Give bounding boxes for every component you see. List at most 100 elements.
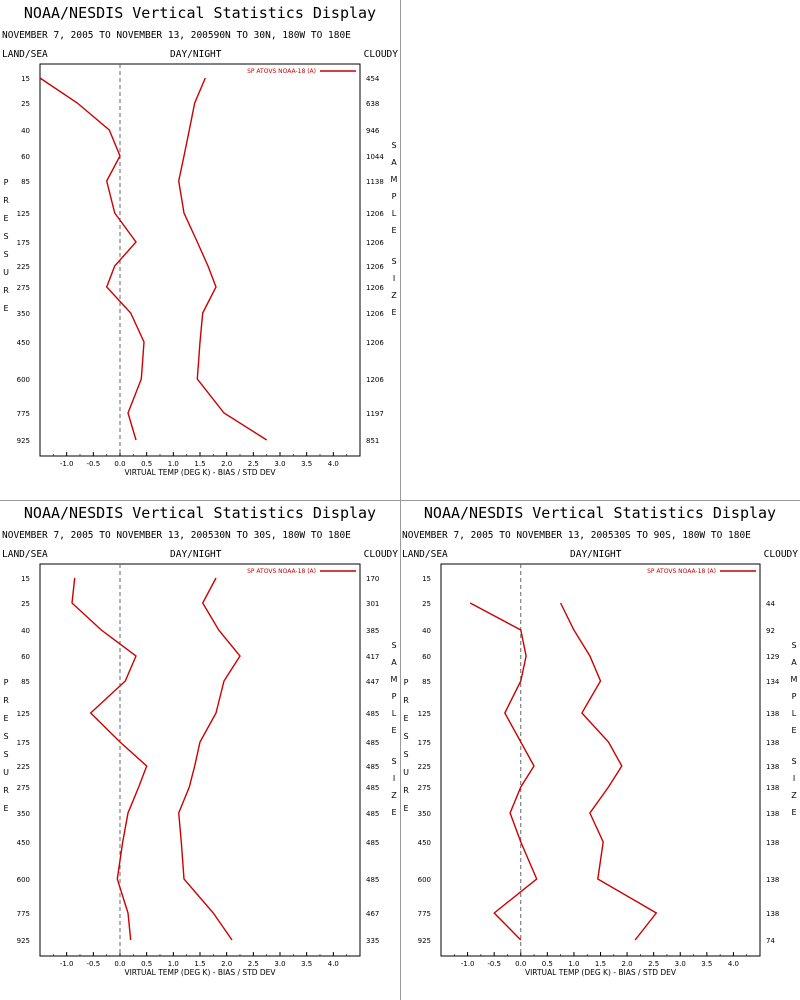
- pressure-level-label: 85: [21, 678, 30, 686]
- pressure-level-label: 350: [17, 310, 30, 318]
- x-tick-label: -0.5: [86, 960, 100, 968]
- sample-size-label: 385: [366, 627, 379, 635]
- sample-size-label: 485: [366, 839, 379, 847]
- header-day-night: DAY/NIGHT: [170, 49, 222, 60]
- pressure-level-label: 350: [17, 810, 30, 818]
- sample-size-label: 134: [766, 678, 780, 686]
- pressure-level-label: 925: [17, 937, 30, 945]
- y-axis-label-letter: R: [3, 696, 9, 705]
- right-axis-label-letter: M: [391, 175, 398, 184]
- right-axis-label-letter: P: [392, 692, 397, 701]
- y-axis-label-letter: R: [403, 696, 409, 705]
- y-axis-label-letter: E: [403, 714, 408, 723]
- pressure-level-label: 60: [422, 653, 431, 661]
- right-axis-label-letter: E: [391, 808, 396, 817]
- right-axis-label-letter: I: [793, 774, 795, 783]
- right-axis-label-letter: L: [392, 709, 397, 718]
- x-tick-label: -1.0: [60, 460, 74, 468]
- std-dev-series-line: [559, 602, 658, 941]
- y-axis-label-letter: R: [3, 786, 9, 795]
- date-range: NOVEMBER 7, 2005 TO NOVEMBER 13, 200590N…: [2, 30, 351, 41]
- header-cloudy: CLOUDY: [763, 549, 798, 560]
- sample-size-label: 485: [366, 763, 379, 771]
- x-axis-label: VIRTUAL TEMP (DEG K) - BIAS / STD DEV: [124, 468, 276, 477]
- x-tick-label: 0.0: [114, 960, 125, 968]
- pressure-level-label: 775: [17, 910, 30, 918]
- pressure-level-label: 600: [17, 376, 30, 384]
- chart-title: NOAA/NESDIS Vertical Statistics Display: [23, 4, 377, 22]
- sample-size-label: 138: [766, 839, 779, 847]
- right-axis-label-letter: S: [791, 757, 796, 766]
- right-axis-label-letter: A: [391, 158, 397, 167]
- sample-size-label: 92: [766, 627, 775, 635]
- right-axis-label-letter: E: [391, 308, 396, 317]
- y-axis-label-letter: U: [3, 768, 9, 777]
- pressure-level-label: 125: [17, 210, 30, 218]
- x-axis-label: VIRTUAL TEMP (DEG K) - BIAS / STD DEV: [124, 968, 276, 977]
- sample-size-label: 138: [766, 784, 779, 792]
- y-axis-label-letter: S: [3, 732, 8, 741]
- right-axis-label-letter: S: [391, 257, 396, 266]
- sample-size-label: 1206: [366, 239, 384, 247]
- pressure-level-label: 175: [17, 739, 30, 747]
- sample-size-label: 467: [366, 910, 379, 918]
- pressure-level-label: 85: [422, 678, 431, 686]
- x-tick-label: 3.5: [301, 960, 312, 968]
- right-axis-label-letter: M: [791, 675, 798, 684]
- y-axis-label-letter: P: [404, 678, 409, 687]
- x-tick-label: 3.5: [701, 960, 712, 968]
- header-day-night: DAY/NIGHT: [570, 549, 622, 560]
- right-axis-label-letter: S: [391, 141, 396, 150]
- pressure-level-label: 25: [21, 100, 30, 108]
- chart-panel-north: NOAA/NESDIS Vertical Statistics Display …: [0, 0, 400, 500]
- sample-size-label: 946: [366, 127, 380, 135]
- x-tick-label: 4.0: [328, 960, 339, 968]
- pressure-level-label: 450: [17, 339, 30, 347]
- x-tick-label: -0.5: [86, 460, 100, 468]
- pressure-level-label: 60: [21, 153, 30, 161]
- legend-label: SP ATOVS NOAA-18 (A): [247, 568, 316, 575]
- pressure-level-label: 225: [17, 263, 30, 271]
- x-tick-label: 3.0: [274, 960, 285, 968]
- x-tick-label: 1.0: [168, 960, 179, 968]
- pressure-level-label: 925: [17, 437, 30, 445]
- chart-title: NOAA/NESDIS Vertical Statistics Display: [423, 504, 777, 522]
- right-axis-label-letter: A: [791, 658, 797, 667]
- pressure-level-label: 15: [21, 575, 30, 583]
- right-axis-label-letter: S: [391, 641, 396, 650]
- x-tick-label: 2.5: [648, 960, 659, 968]
- pressure-level-label: 600: [17, 876, 30, 884]
- plot-frame: [39, 63, 361, 457]
- right-axis-label-letter: Z: [391, 791, 397, 800]
- sample-size-label: 335: [366, 937, 379, 945]
- right-axis-label-letter: Z: [791, 791, 797, 800]
- y-axis-label-letter: E: [3, 304, 8, 313]
- x-tick-label: 2.0: [221, 460, 232, 468]
- legend-label: SP ATOVS NOAA-18 (A): [647, 568, 716, 575]
- right-axis-label-letter: I: [393, 274, 395, 283]
- y-axis-label-letter: R: [403, 786, 409, 795]
- chart-title: NOAA/NESDIS Vertical Statistics Display: [23, 504, 377, 522]
- date-range: NOVEMBER 7, 2005 TO NOVEMBER 13, 200530S…: [402, 530, 751, 541]
- sample-size-label: 44: [766, 600, 775, 608]
- right-axis-label-letter: P: [392, 192, 397, 201]
- x-axis-label: VIRTUAL TEMP (DEG K) - BIAS / STD DEV: [525, 968, 677, 977]
- x-tick-label: 3.0: [675, 960, 686, 968]
- x-tick-label: 0.5: [141, 460, 152, 468]
- pressure-level-label: 350: [418, 810, 431, 818]
- right-axis-label-letter: P: [792, 692, 797, 701]
- sample-size-label: 138: [766, 739, 779, 747]
- pressure-level-label: 25: [422, 600, 431, 608]
- y-axis-label-letter: S: [403, 750, 408, 759]
- pressure-level-label: 175: [17, 239, 30, 247]
- chart-svg: -1.0 -0.5 0.0 0.5 1.0 1.5 2.0 2.5 3.0 3.5 4.0 VIRTU…: [3, 63, 398, 477]
- header-land-sea: LAND/SEA: [2, 49, 48, 60]
- plot-frame: [440, 563, 761, 957]
- right-axis-label-letter: E: [391, 226, 396, 235]
- pressure-level-label: 175: [418, 739, 431, 747]
- header-cloudy: CLOUDY: [363, 549, 398, 560]
- x-tick-label: 1.5: [194, 460, 205, 468]
- y-axis-label-letter: P: [4, 178, 9, 187]
- header-day-night: DAY/NIGHT: [170, 549, 222, 560]
- bias-series-line: [71, 577, 148, 941]
